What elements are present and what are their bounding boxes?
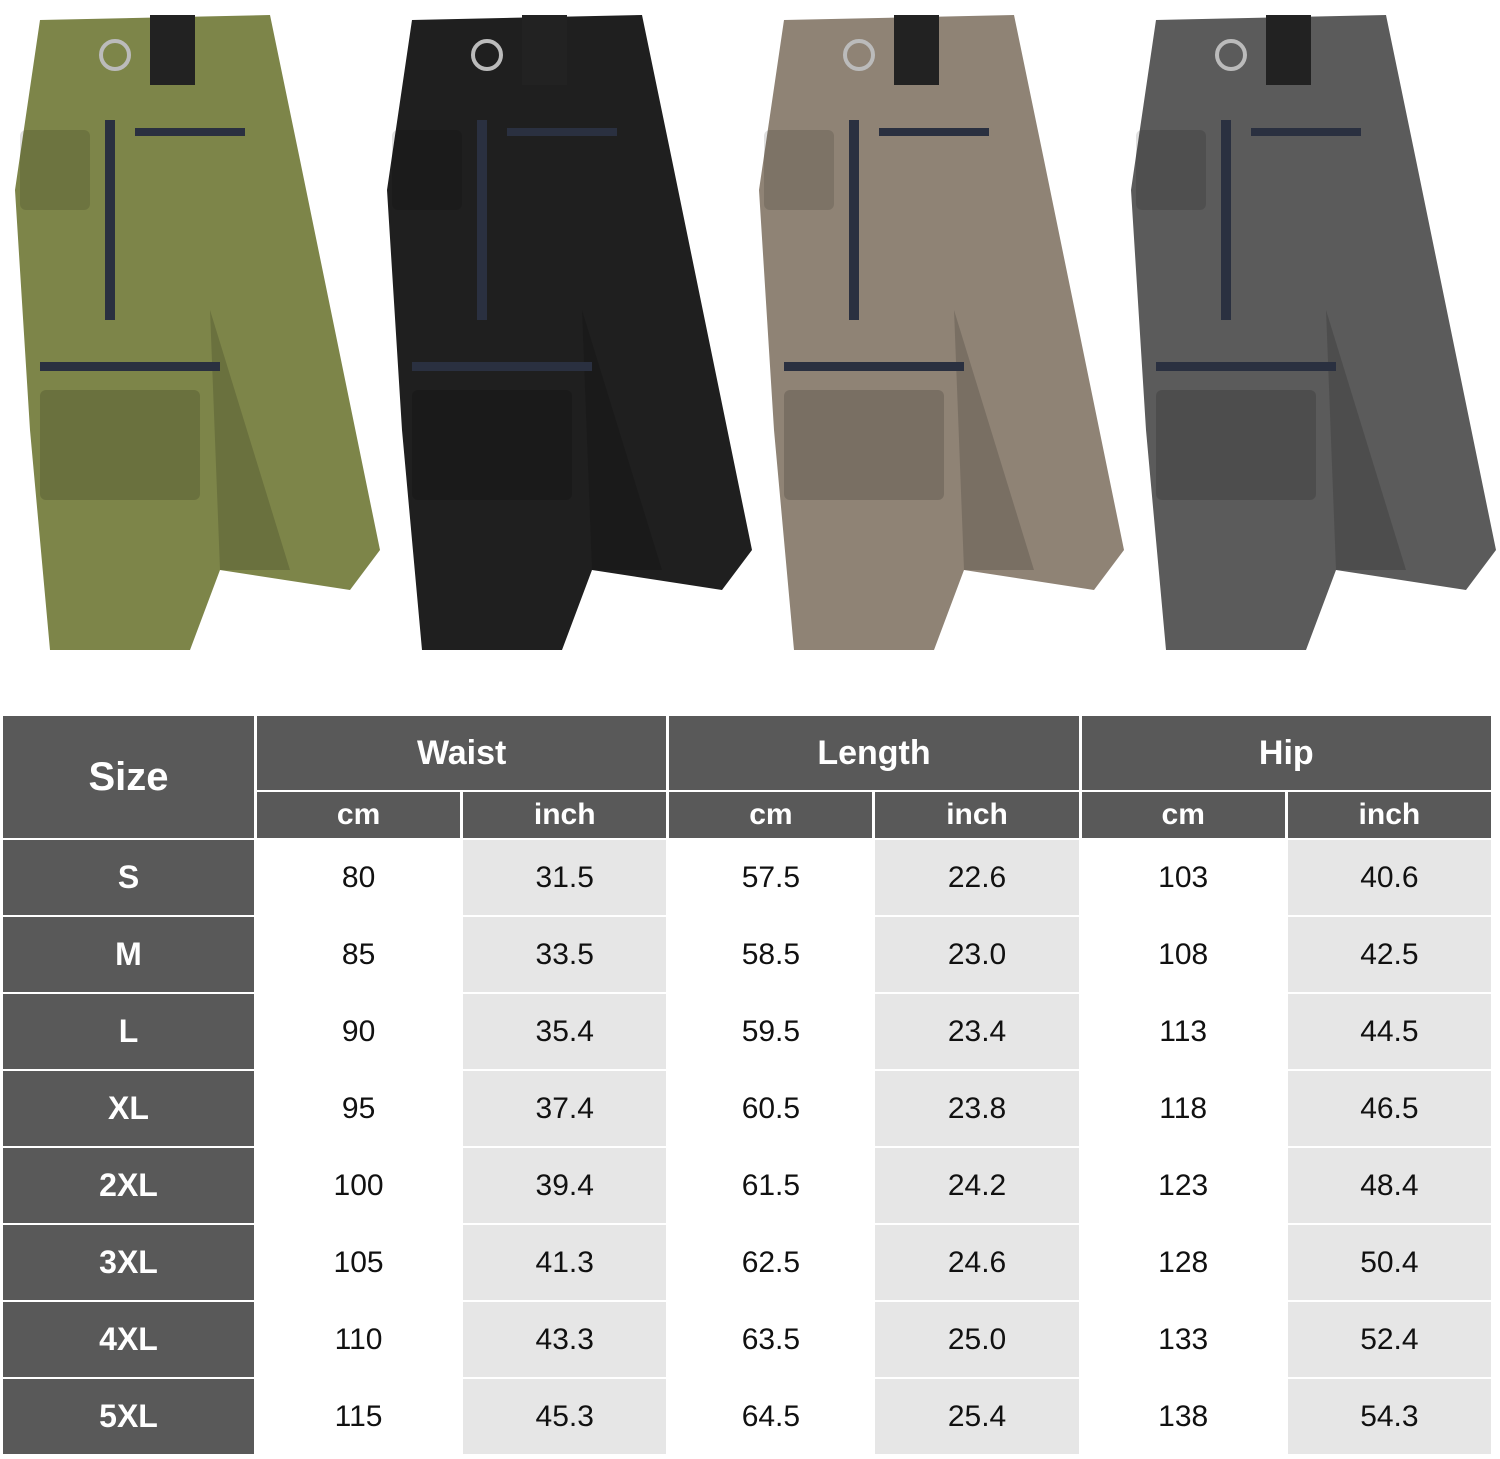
table-row: 2XL 100 39.4 61.5 24.2 123 48.4 <box>3 1148 1491 1223</box>
unit-header: cm <box>669 792 873 838</box>
table-row: 5XL 115 45.3 64.5 25.4 138 54.3 <box>3 1379 1491 1454</box>
measurement-cell: 46.5 <box>1287 1071 1491 1146</box>
measurement-cell: 57.5 <box>669 840 873 915</box>
measurement-cell: 37.4 <box>463 1071 667 1146</box>
shorts-black-image <box>387 15 752 650</box>
unit-header: inch <box>463 792 667 838</box>
table-row: S 80 31.5 57.5 22.6 103 40.6 <box>3 840 1491 915</box>
measurement-cell: 42.5 <box>1287 917 1491 992</box>
measurement-cell: 58.5 <box>669 917 873 992</box>
measurement-cell: 61.5 <box>669 1148 873 1223</box>
unit-header: inch <box>1287 792 1491 838</box>
measurement-cell: 52.4 <box>1287 1302 1491 1377</box>
measurement-cell: 118 <box>1081 1071 1285 1146</box>
measurement-cell: 64.5 <box>669 1379 873 1454</box>
size-cell: 4XL <box>3 1302 254 1377</box>
measurement-cell: 128 <box>1081 1225 1285 1300</box>
measurement-cell: 138 <box>1081 1379 1285 1454</box>
table-row: 3XL 105 41.3 62.5 24.6 128 50.4 <box>3 1225 1491 1300</box>
measurement-cell: 25.0 <box>875 1302 1079 1377</box>
measurement-cell: 44.5 <box>1287 994 1491 1069</box>
measurement-cell: 23.4 <box>875 994 1079 1069</box>
measurement-cell: 85 <box>257 917 461 992</box>
measurement-cell: 35.4 <box>463 994 667 1069</box>
measurement-cell: 133 <box>1081 1302 1285 1377</box>
measurement-cell: 48.4 <box>1287 1148 1491 1223</box>
measurement-cell: 90 <box>257 994 461 1069</box>
shorts-army-green-image <box>15 15 380 650</box>
table-row: 4XL 110 43.3 63.5 25.0 133 52.4 <box>3 1302 1491 1377</box>
size-cell: 2XL <box>3 1148 254 1223</box>
measurement-cell: 41.3 <box>463 1225 667 1300</box>
waist-header: Waist <box>257 716 667 790</box>
unit-header: cm <box>257 792 461 838</box>
size-cell: 3XL <box>3 1225 254 1300</box>
measurement-cell: 40.6 <box>1287 840 1491 915</box>
measurement-cell: 123 <box>1081 1148 1285 1223</box>
size-chart-table: Size Waist Length Hip cm inch cm inch cm… <box>0 714 1494 1456</box>
measurement-cell: 33.5 <box>463 917 667 992</box>
measurement-cell: 60.5 <box>669 1071 873 1146</box>
table-row: L 90 35.4 59.5 23.4 113 44.5 <box>3 994 1491 1069</box>
measurement-cell: 108 <box>1081 917 1285 992</box>
measurement-cell: 105 <box>257 1225 461 1300</box>
measurement-cell: 113 <box>1081 994 1285 1069</box>
size-cell: M <box>3 917 254 992</box>
measurement-cell: 23.8 <box>875 1071 1079 1146</box>
measurement-cell: 63.5 <box>669 1302 873 1377</box>
size-header: Size <box>3 716 254 838</box>
measurement-cell: 115 <box>257 1379 461 1454</box>
measurement-cell: 110 <box>257 1302 461 1377</box>
measurement-cell: 24.2 <box>875 1148 1079 1223</box>
measurement-cell: 54.3 <box>1287 1379 1491 1454</box>
shorts-khaki-image <box>759 15 1124 650</box>
shorts-dark-gray-image <box>1131 15 1496 650</box>
size-cell: 5XL <box>3 1379 254 1454</box>
measurement-cell: 103 <box>1081 840 1285 915</box>
unit-header: inch <box>875 792 1079 838</box>
unit-header: cm <box>1081 792 1285 838</box>
product-color-variants <box>0 0 1500 700</box>
measurement-cell: 80 <box>257 840 461 915</box>
measurement-cell: 23.0 <box>875 917 1079 992</box>
size-cell: XL <box>3 1071 254 1146</box>
measurement-cell: 100 <box>257 1148 461 1223</box>
measurement-cell: 95 <box>257 1071 461 1146</box>
measurement-cell: 43.3 <box>463 1302 667 1377</box>
measurement-cell: 62.5 <box>669 1225 873 1300</box>
measurement-cell: 22.6 <box>875 840 1079 915</box>
measurement-cell: 24.6 <box>875 1225 1079 1300</box>
measurement-cell: 31.5 <box>463 840 667 915</box>
measurement-cell: 59.5 <box>669 994 873 1069</box>
table-row: XL 95 37.4 60.5 23.8 118 46.5 <box>3 1071 1491 1146</box>
measurement-cell: 25.4 <box>875 1379 1079 1454</box>
length-header: Length <box>669 716 1079 790</box>
size-cell: L <box>3 994 254 1069</box>
measurement-cell: 50.4 <box>1287 1225 1491 1300</box>
measurement-cell: 45.3 <box>463 1379 667 1454</box>
hip-header: Hip <box>1081 716 1491 790</box>
table-row: M 85 33.5 58.5 23.0 108 42.5 <box>3 917 1491 992</box>
size-cell: S <box>3 840 254 915</box>
measurement-cell: 39.4 <box>463 1148 667 1223</box>
